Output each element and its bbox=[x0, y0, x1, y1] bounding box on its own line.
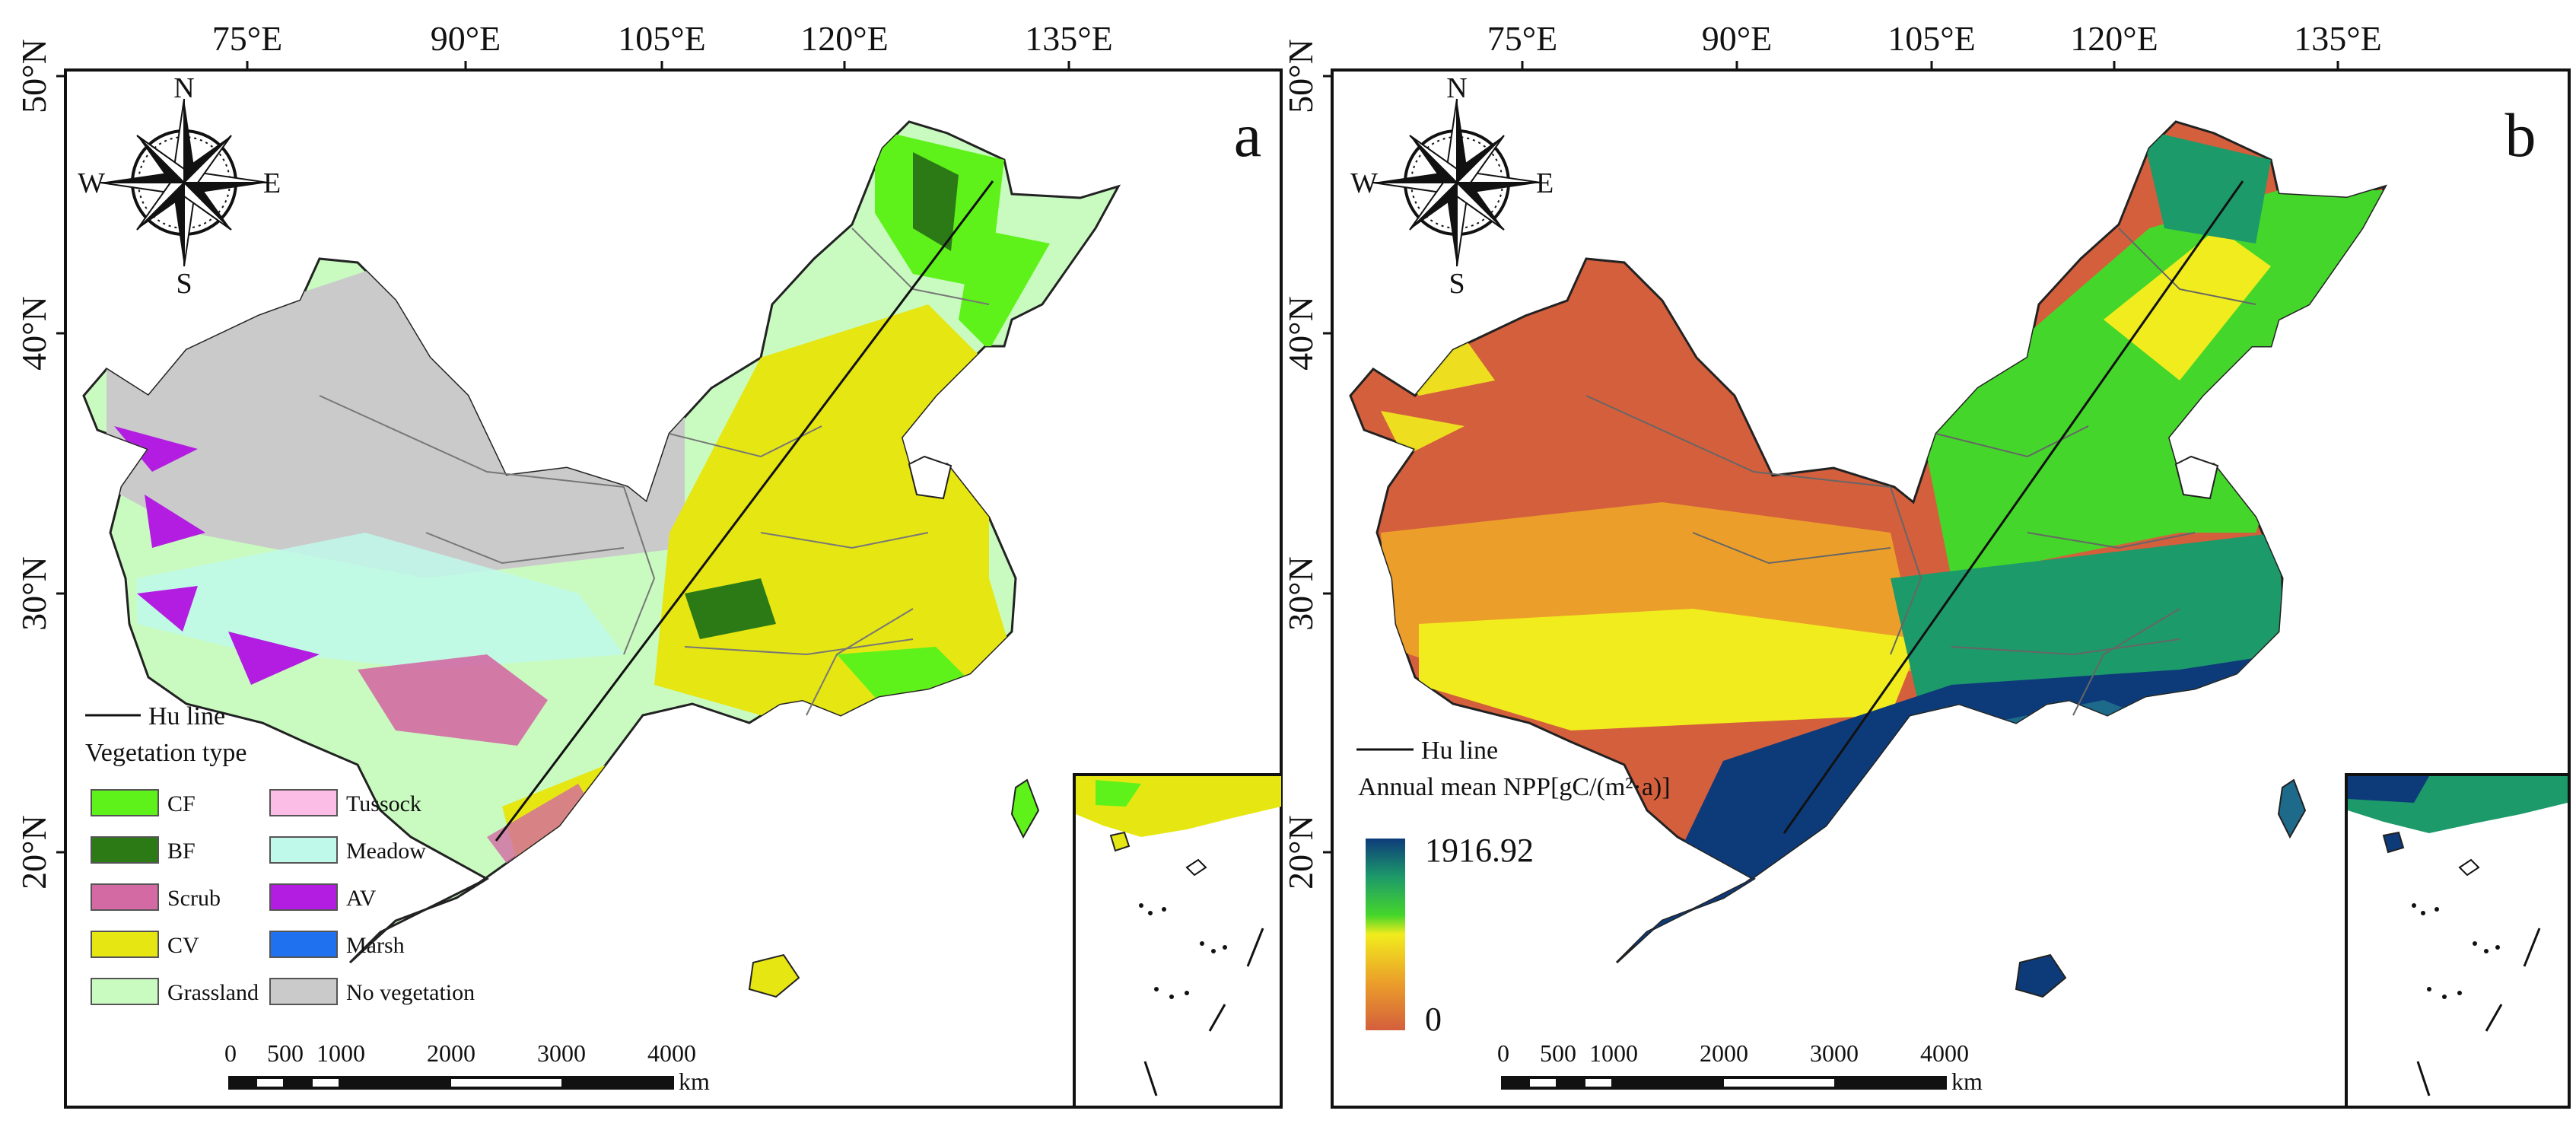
compass-e-label: E bbox=[263, 167, 281, 199]
hu-line bbox=[495, 180, 994, 842]
lon-tick-label: 135°E bbox=[1025, 19, 1113, 58]
compass-n-label: N bbox=[173, 72, 194, 104]
lon-tick-label: 90°E bbox=[431, 19, 501, 58]
npp-legend: Hu line Annual mean NPP[gC/(m²·a)] 1916.… bbox=[1356, 737, 1671, 1038]
left-latitude-ticks: 50°N 40°N 30°N 20°N bbox=[1281, 39, 1332, 890]
left-latitude-ticks: 50°N 40°N 30°N 20°N bbox=[14, 39, 65, 890]
legend-label: Meadow bbox=[346, 839, 426, 864]
legend-swatch-av bbox=[269, 883, 338, 911]
legend-label: Marsh bbox=[346, 933, 405, 958]
lon-tick-label: 135°E bbox=[2294, 19, 2382, 58]
panel-letter: a bbox=[1234, 100, 1261, 170]
taiwan-island bbox=[2277, 778, 2307, 839]
compass-s-label: S bbox=[1449, 268, 1465, 300]
lon-tick-label: 120°E bbox=[800, 19, 889, 58]
legend-label: Scrub bbox=[167, 886, 221, 911]
scale-tick-label: 4000 bbox=[1920, 1039, 1969, 1067]
scale-tick-label: 2000 bbox=[1700, 1039, 1748, 1067]
npp-colorbar bbox=[1366, 839, 1405, 1030]
legend-label: CF bbox=[167, 791, 196, 816]
lat-tick-label: 40°N bbox=[14, 296, 53, 371]
scale-tick-label: 2000 bbox=[427, 1039, 475, 1067]
lon-tick-label: 105°E bbox=[618, 19, 706, 58]
panel-b-npp-map: 75°E 90°E 105°E 120°E 135°E 50°N 40°N 30… bbox=[1281, 0, 2576, 1129]
scale-tick-label: 4000 bbox=[647, 1039, 696, 1067]
top-longitude-ticks: 75°E 90°E 105°E 120°E 135°E bbox=[1487, 19, 2382, 70]
lat-tick-label: 30°N bbox=[14, 556, 53, 631]
scale-tick-label: 3000 bbox=[1810, 1039, 1859, 1067]
scale-tick-label: 0 bbox=[1497, 1039, 1509, 1067]
hainan-island bbox=[748, 953, 800, 998]
legend-swatch-novegetation bbox=[269, 978, 338, 1005]
panel-letter: b bbox=[2505, 100, 2536, 170]
lat-tick-label: 50°N bbox=[14, 39, 53, 113]
compass-e-label: E bbox=[1536, 167, 1554, 199]
legend-label: No vegetation bbox=[346, 980, 475, 1005]
lat-tick-label: 20°N bbox=[1288, 815, 1320, 890]
panel-a-vegetation-map: 75°E 90°E 105°E 120°E 135°E 50°N 40°N 30… bbox=[0, 0, 1288, 1129]
legend-swatch-tussock bbox=[269, 789, 338, 816]
legend-label: Grassland bbox=[167, 980, 259, 1005]
legend-swatch-cv bbox=[91, 931, 159, 958]
hu-line bbox=[1783, 180, 2244, 834]
scale-unit: km bbox=[1951, 1068, 1983, 1095]
legend-label: CV bbox=[167, 933, 199, 958]
legend-title: Vegetation type bbox=[85, 739, 246, 767]
scale-tick-label: 500 bbox=[267, 1039, 304, 1067]
scale-tick-label: 0 bbox=[224, 1039, 237, 1067]
lat-tick-label: 30°N bbox=[1288, 556, 1320, 631]
top-longitude-ticks: 75°E 90°E 105°E 120°E 135°E bbox=[212, 19, 1113, 70]
lon-tick-label: 120°E bbox=[2070, 19, 2158, 58]
panel-a-svg: 75°E 90°E 105°E 120°E 135°E 50°N 40°N 30… bbox=[14, 19, 1283, 1109]
lon-tick-label: 75°E bbox=[212, 19, 283, 58]
legend-swatch-bf bbox=[91, 836, 159, 864]
legend-label: BF bbox=[167, 839, 196, 864]
scale-tick-label: 3000 bbox=[537, 1039, 586, 1067]
taiwan-island bbox=[1010, 778, 1040, 839]
compass-rose-icon: N S E W bbox=[78, 72, 281, 300]
compass-rose-icon: N S E W bbox=[1350, 72, 1554, 300]
lon-tick-label: 75°E bbox=[1487, 19, 1558, 58]
scale-tick-label: 1000 bbox=[316, 1039, 365, 1067]
scale-bar: 0 500 1000 2000 3000 4000 km bbox=[224, 1039, 710, 1095]
hainan-island bbox=[2015, 953, 2067, 998]
panel-b-svg: 75°E 90°E 105°E 120°E 135°E 50°N 40°N 30… bbox=[1281, 19, 2571, 1109]
lat-tick-label: 50°N bbox=[1288, 39, 1320, 113]
legend-label: Tussock bbox=[346, 791, 421, 816]
lon-tick-label: 90°E bbox=[1702, 19, 1773, 58]
south-china-sea-inset bbox=[2345, 773, 2571, 1109]
legend-title: Annual mean NPP[gC/(m²·a)] bbox=[1358, 773, 1671, 801]
lat-tick-label: 20°N bbox=[14, 815, 53, 890]
colorbar-max-label: 1916.92 bbox=[1425, 832, 1534, 869]
compass-w-label: W bbox=[1350, 167, 1378, 199]
compass-n-label: N bbox=[1446, 72, 1467, 104]
scale-bar: 0 500 1000 2000 3000 4000 km bbox=[1497, 1039, 1983, 1095]
lon-tick-label: 105°E bbox=[1887, 19, 1976, 58]
hu-line-legend-label: Hu line bbox=[148, 702, 225, 730]
colorbar-min-label: 0 bbox=[1425, 1001, 1442, 1038]
compass-w-label: W bbox=[78, 167, 105, 199]
legend-label: AV bbox=[346, 886, 377, 911]
legend-swatch-marsh bbox=[269, 931, 338, 958]
legend-swatch-scrub bbox=[91, 883, 159, 911]
lat-tick-label: 40°N bbox=[1288, 296, 1320, 371]
compass-s-label: S bbox=[176, 268, 192, 300]
vegetation-legend: Hu line Vegetation type CF BF Scrub CV G… bbox=[85, 702, 475, 1005]
legend-swatch-meadow bbox=[269, 836, 338, 864]
legend-swatch-cf bbox=[91, 789, 159, 816]
south-china-sea-inset bbox=[1073, 773, 1283, 1109]
scale-tick-label: 500 bbox=[1540, 1039, 1576, 1067]
legend-swatch-grassland bbox=[91, 978, 159, 1005]
scale-tick-label: 1000 bbox=[1589, 1039, 1638, 1067]
hu-line-legend-label: Hu line bbox=[1421, 737, 1498, 765]
scale-unit: km bbox=[679, 1068, 710, 1095]
